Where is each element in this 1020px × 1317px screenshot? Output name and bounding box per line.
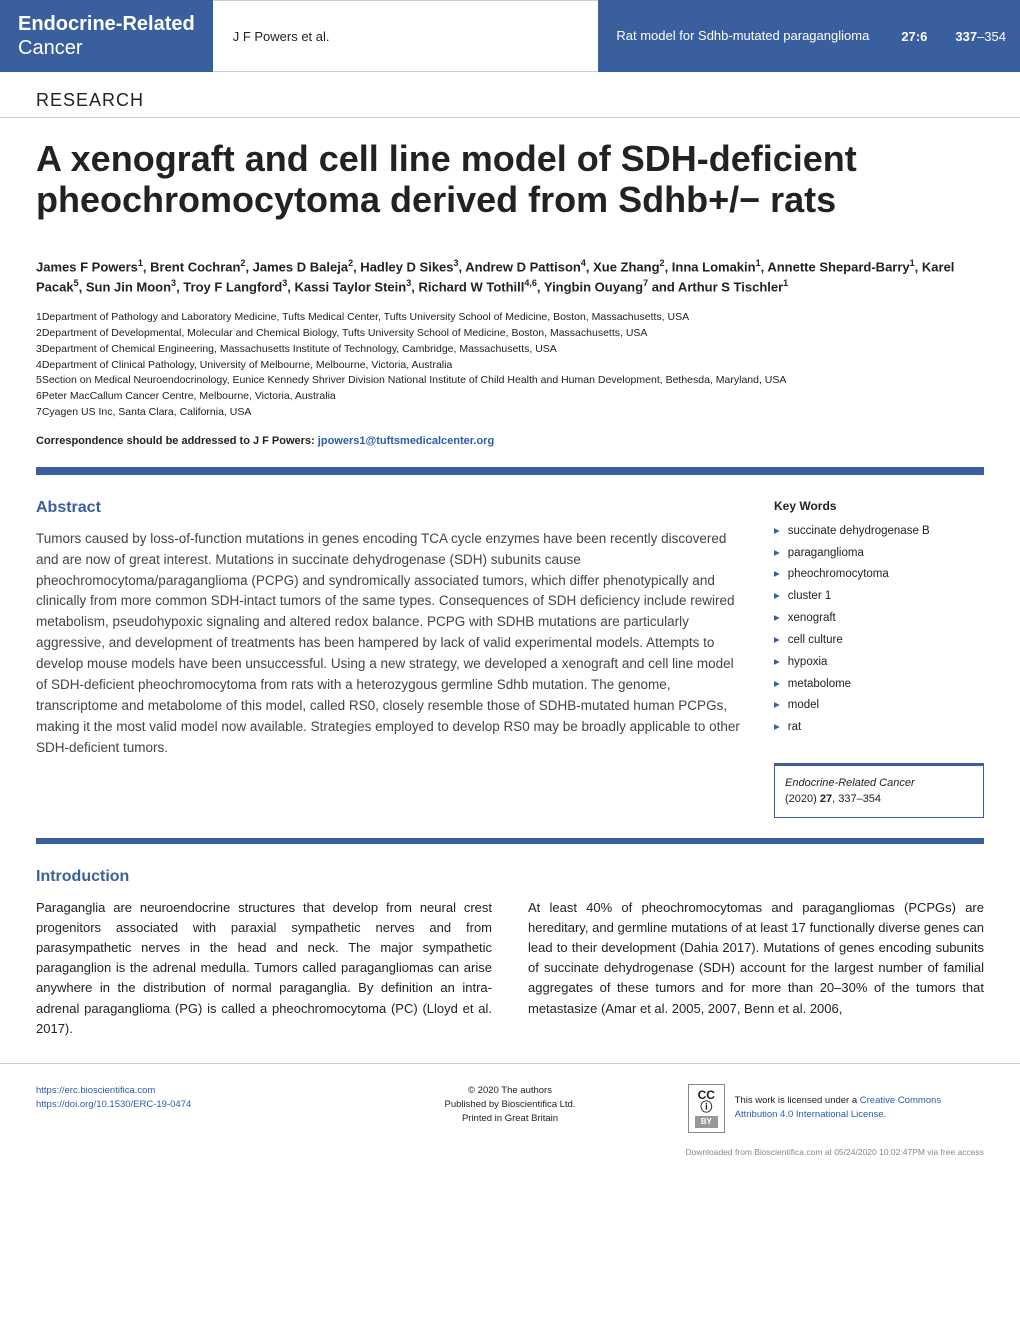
keywords-heading: Key Words — [774, 499, 984, 513]
affiliation: 5Section on Medical Neuroendocrinology, … — [36, 373, 984, 389]
correspondence-email[interactable]: jpowers1@tuftsmedicalcenter.org — [318, 435, 494, 447]
keyword-item: cell culture — [774, 630, 984, 652]
running-title: Rat model for Sdhb-mutated paraganglioma — [598, 0, 887, 72]
affiliation: 4Department of Clinical Pathology, Unive… — [36, 358, 984, 374]
copyright: © 2020 The authors — [468, 1085, 552, 1096]
section-divider — [36, 467, 984, 475]
license-text: This work is licensed under a — [735, 1095, 860, 1106]
publisher: Published by Bioscientifica Ltd. — [445, 1099, 576, 1110]
keyword-item: succinate dehydrogenase B — [774, 521, 984, 543]
keyword-item: model — [774, 695, 984, 717]
authors-list: James F Powers1, Brent Cochran2, James D… — [36, 257, 984, 297]
keyword-item: metabolome — [774, 674, 984, 696]
download-note: Downloaded from Bioscientifica.com at 05… — [0, 1143, 1020, 1165]
abstract-text: Tumors caused by loss-of-function mutati… — [36, 529, 746, 759]
article-type: RESEARCH — [0, 72, 1020, 118]
article-title: A xenograft and cell line model of SDH-d… — [36, 138, 984, 221]
keyword-item: paraganglioma — [774, 543, 984, 565]
page-footer: https://erc.bioscientifica.com https://d… — [0, 1063, 1020, 1143]
affiliation: 1Department of Pathology and Laboratory … — [36, 310, 984, 326]
intro-heading: Introduction — [36, 868, 984, 886]
printed-in: Printed in Great Britain — [462, 1113, 558, 1124]
affiliation: 3Department of Chemical Engineering, Mas… — [36, 342, 984, 358]
keyword-item: hypoxia — [774, 652, 984, 674]
page-header: Endocrine-Related Cancer J F Powers et a… — [0, 0, 1020, 72]
keyword-item: xenograft — [774, 608, 984, 630]
citation-box: Endocrine-Related Cancer (2020) 27, 337–… — [774, 763, 984, 818]
intro-column-2: At least 40% of pheochromocytomas and pa… — [528, 898, 984, 1039]
affiliation: 7Cyagen US Inc, Santa Clara, California,… — [36, 405, 984, 421]
doi-link[interactable]: https://doi.org/10.1530/ERC-19-0474 — [36, 1099, 191, 1110]
journal-line2: Cancer — [18, 36, 195, 60]
page-range: 337–354 — [941, 0, 1020, 72]
affiliation: 2Department of Developmental, Molecular … — [36, 326, 984, 342]
keyword-item: cluster 1 — [774, 586, 984, 608]
journal-url[interactable]: https://erc.bioscientifica.com — [36, 1085, 155, 1096]
journal-line1: Endocrine-Related — [18, 12, 195, 36]
cc-badge-icon: CC ⓘ BY — [688, 1084, 725, 1133]
journal-name: Endocrine-Related Cancer — [0, 0, 213, 72]
keyword-item: rat — [774, 717, 984, 739]
affiliation: 6Peter MacCallum Cancer Centre, Melbourn… — [36, 389, 984, 405]
abstract-heading: Abstract — [36, 499, 746, 517]
keyword-item: pheochromocytoma — [774, 564, 984, 586]
affiliations-list: 1Department of Pathology and Laboratory … — [36, 310, 984, 420]
intro-column-1: Paraganglia are neuroendocrine structure… — [36, 898, 492, 1039]
section-divider — [36, 838, 984, 844]
volume-issue: 27:6 — [887, 0, 941, 72]
keywords-list: succinate dehydrogenase Bparagangliomaph… — [774, 521, 984, 739]
header-middle: J F Powers et al. — [213, 0, 599, 72]
authors-short: J F Powers et al. — [233, 29, 330, 44]
correspondence: Correspondence should be addressed to J … — [36, 435, 984, 447]
